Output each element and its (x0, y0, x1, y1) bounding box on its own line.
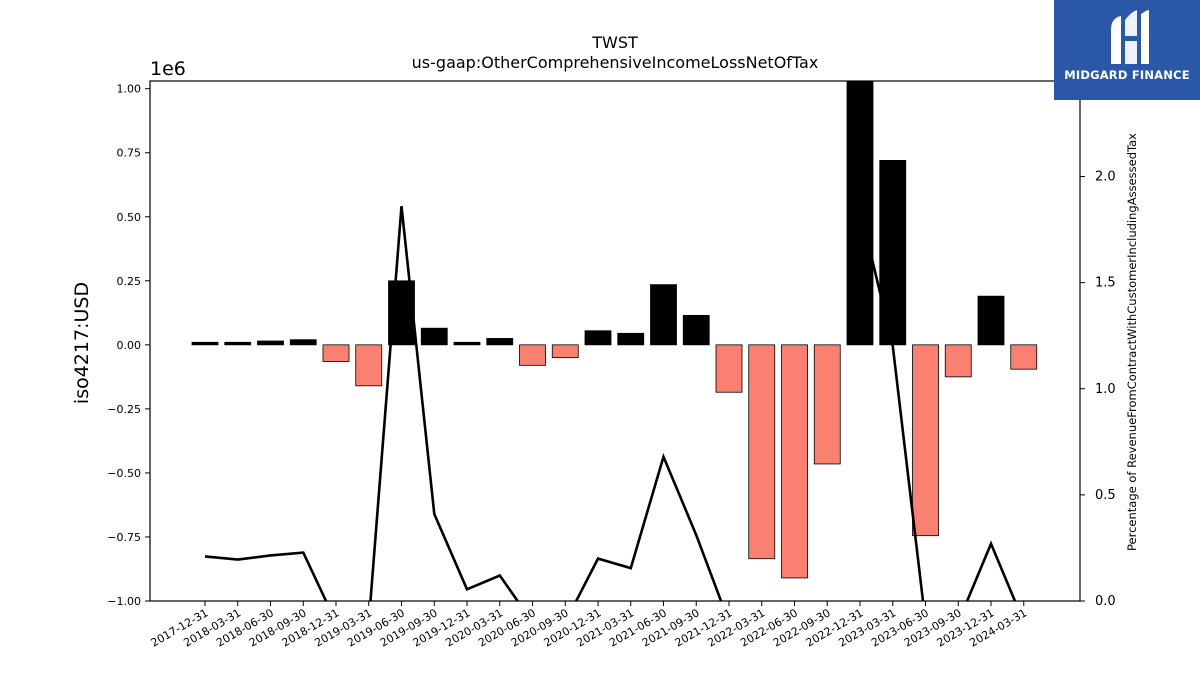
bar-2018-06-30 (257, 340, 284, 346)
y-tick-label: 0.25 (117, 275, 142, 288)
plot-frame (149, 80, 1081, 602)
bar-2017-12-31 (191, 341, 219, 346)
bar-2022-06-30 (781, 344, 808, 579)
bar-2021-06-30 (650, 284, 677, 346)
x-axis-ticks: 2017-12-312018-03-312018-06-302018-09-30… (149, 601, 1029, 650)
bar-2018-12-31 (322, 344, 350, 362)
chart-title: TWST (591, 33, 638, 52)
y-tick-label: −0.50 (107, 467, 141, 480)
brand-logo: MIDGARD FINANCE (1054, 0, 1200, 100)
y-tick-label: −0.25 (107, 403, 141, 416)
y2-tick-label: 1.0 (1095, 382, 1116, 397)
y-offset-label: 1e6 (150, 58, 186, 80)
bar-2024-03-31 (1010, 344, 1038, 370)
y-axis-ticks: 1.00 0.75 0.50 0.25 0.00 −0.25 −0.50 −0.75 −1.00 (107, 83, 150, 608)
y2-axis-ticks: 0.0 0.5 1.0 1.5 2.0 (1080, 170, 1116, 609)
ratio-line (204, 206, 1017, 601)
y2-axis-label: Percentage of RevenueFromContractWithCus… (1125, 133, 1139, 551)
bar-layer (191, 81, 1038, 579)
y-tick-label: 0.50 (117, 211, 142, 224)
bar-2023-12-31 (977, 295, 1005, 346)
y-tick-label: 0.00 (117, 339, 142, 352)
y2-tick-label: 2.0 (1095, 170, 1116, 185)
bar-2021-03-31 (617, 332, 645, 346)
bar-2019-12-31 (453, 341, 481, 346)
y2-tick-label: 0.5 (1095, 488, 1116, 503)
bar-2021-09-30 (682, 314, 710, 346)
y-axis-label: iso4217:USD (71, 282, 93, 404)
y-tick-label: −1.00 (107, 595, 141, 608)
bar-2019-09-30 (420, 327, 448, 346)
y2-tick-label: 0.0 (1095, 594, 1116, 609)
y-tick-label: −0.75 (107, 531, 141, 544)
y2-tick-label: 1.5 (1095, 276, 1116, 291)
y-tick-label: 1.00 (117, 83, 142, 96)
line-layer (204, 206, 1017, 601)
bar-2023-03-31 (879, 160, 907, 346)
bar-2020-06-30 (519, 344, 546, 366)
bar-2018-03-31 (224, 341, 252, 346)
bar-2020-09-30 (551, 344, 579, 359)
brand-name: MIDGARD FINANCE (1064, 68, 1190, 82)
y-tick-label: 0.75 (117, 147, 142, 160)
chart-subtitle: us-gaap:OtherComprehensiveIncomeLossNetO… (412, 53, 819, 72)
bar-2022-09-30 (813, 344, 841, 465)
bar-2023-09-30 (944, 344, 972, 378)
bar-2022-03-31 (748, 344, 776, 560)
bar-2018-09-30 (289, 339, 317, 346)
bar-2020-03-31 (486, 338, 514, 346)
midgard-logo-icon (1111, 10, 1149, 64)
bar-2021-12-31 (715, 344, 743, 393)
bar-2020-12-31 (584, 330, 612, 346)
bar-2019-03-31 (355, 344, 383, 387)
bar-2023-06-30 (912, 344, 939, 537)
